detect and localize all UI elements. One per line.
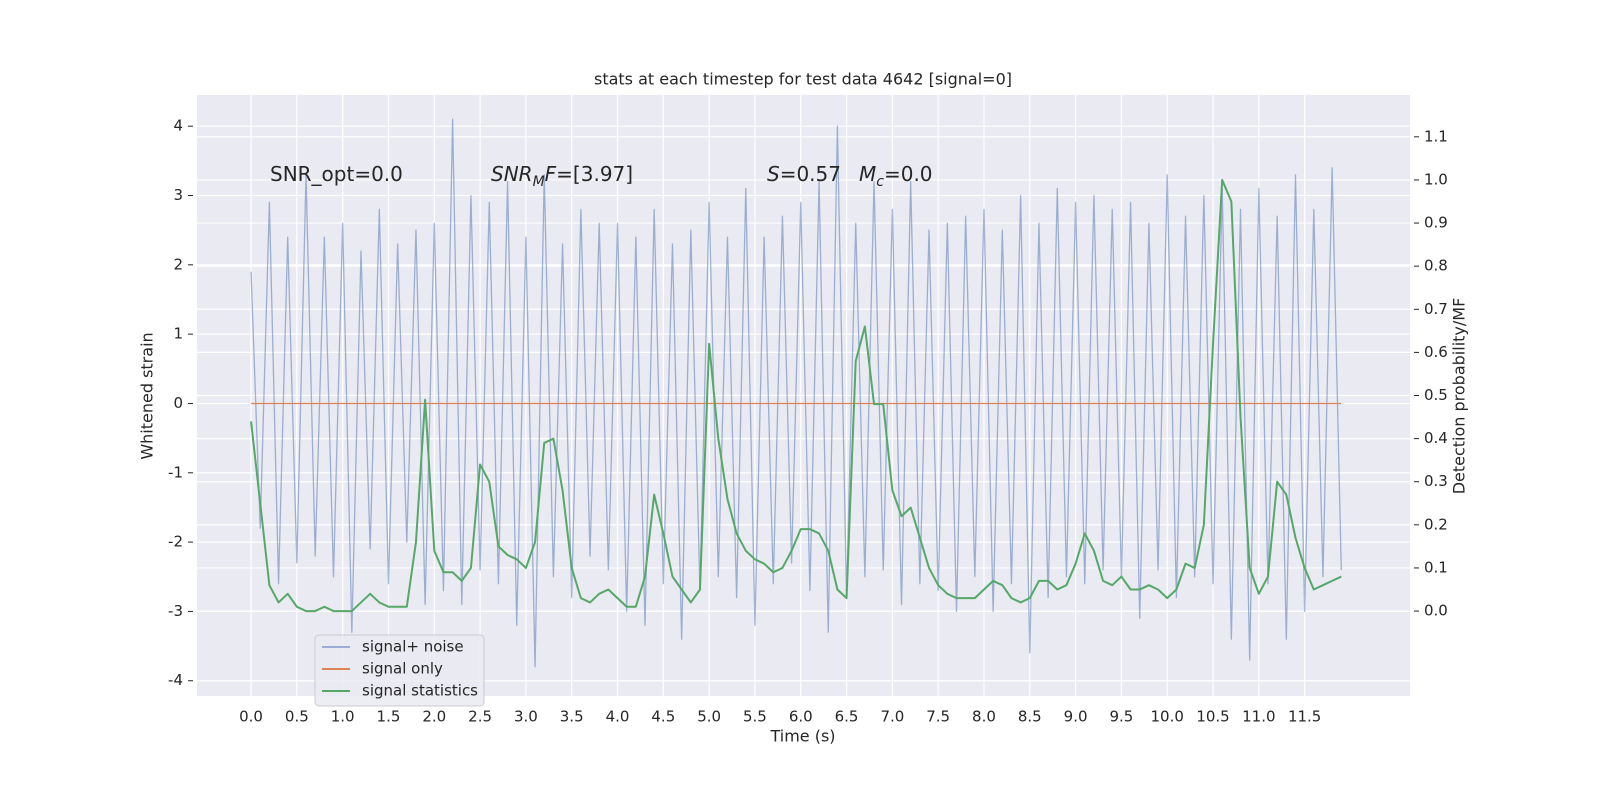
legend-label: signal+ noise	[362, 638, 464, 656]
x-tick-label: 9.5	[1109, 708, 1133, 726]
legend-label: signal statistics	[362, 682, 478, 700]
x-tick-label: 7.0	[880, 708, 904, 726]
x-tick-label: 5.0	[697, 708, 721, 726]
x-tick-label: 1.5	[377, 708, 401, 726]
annotation-part: c	[876, 174, 884, 190]
x-tick-label: 11.0	[1242, 708, 1275, 726]
y2-tick-label: 0.5	[1424, 386, 1448, 404]
x-tick-label: 4.5	[651, 708, 675, 726]
x-tick-label: 6.0	[789, 708, 813, 726]
y-tick-label: -4	[168, 671, 183, 689]
x-tick-label: 6.5	[835, 708, 859, 726]
annotation-part: SNR	[491, 162, 533, 186]
y2-tick-label: 0.7	[1424, 300, 1448, 318]
annotation: S=0.57	[767, 162, 841, 186]
annotation-part: =0.0	[884, 162, 933, 186]
y2-axis-label: Detection probability/MF	[1450, 298, 1469, 495]
legend: signal+ noise signal only signal statistic…	[314, 634, 485, 707]
x-tick-label: 2.5	[468, 708, 492, 726]
x-tick-label: 7.5	[926, 708, 950, 726]
y2-tick-label: 0.4	[1424, 429, 1448, 447]
y-tick-label: 0	[173, 394, 183, 412]
y2-tick-label: 0.3	[1424, 472, 1448, 490]
x-tick-label: 9.0	[1064, 708, 1088, 726]
y2-tick-label: 1.1	[1424, 127, 1448, 145]
x-tick-label: 1.0	[331, 708, 355, 726]
y2-tick-label: 0.6	[1424, 343, 1448, 361]
annotation-part: =0.57	[780, 162, 841, 186]
series-line	[250, 178, 1342, 613]
x-tick-label: 2.0	[422, 708, 446, 726]
x-tick-label: 3.5	[560, 708, 584, 726]
grid	[197, 95, 1410, 696]
x-axis-label: Time (s)	[769, 727, 835, 746]
y2-tick-label: 0.2	[1424, 515, 1448, 533]
x-tick-label: 3.0	[514, 708, 538, 726]
y2-tick-label: 1.0	[1424, 170, 1448, 188]
y-axis-label: Whitened strain	[138, 332, 157, 459]
x-tick-label: 10.5	[1196, 708, 1229, 726]
x-tick-label: 11.5	[1288, 708, 1321, 726]
y-tick-label: -1	[168, 463, 183, 481]
annotation-part: SNR_opt=0.0	[270, 162, 403, 186]
x-tick-label: 0.5	[285, 708, 309, 726]
legend-box	[314, 634, 485, 707]
y2-tick-label: 0.1	[1424, 558, 1448, 576]
x-tick-label: 10.0	[1151, 708, 1184, 726]
annotation: Mc=0.0	[859, 162, 933, 190]
annotation-part: =[3.97]	[556, 162, 633, 186]
annotation-part: M	[859, 162, 876, 186]
x-tick-label: 0.0	[239, 708, 263, 726]
y-tick-label: 4	[173, 117, 183, 135]
y2-tick-label: 0.8	[1424, 257, 1448, 275]
annotation-part: S	[767, 162, 780, 186]
y-tick-label: -2	[168, 533, 183, 551]
annotation: SNRMF=[3.97]	[491, 162, 633, 190]
x-tick-label: 4.0	[606, 708, 630, 726]
chart-title: stats at each timestep for test data 464…	[594, 70, 1012, 89]
legend-label: signal only	[362, 660, 443, 678]
x-tick-label: 8.5	[1018, 708, 1042, 726]
series-line	[250, 118, 1342, 668]
annotation-part: M	[533, 174, 545, 190]
annotation-part: F	[545, 162, 557, 186]
y-tick-label: 3	[173, 186, 183, 204]
y2-tick-label: 0.9	[1424, 214, 1448, 232]
y-tick-label: 2	[173, 255, 183, 273]
y-tick-label: 1	[173, 325, 183, 343]
y2-tick-label: 0.0	[1424, 602, 1448, 620]
annotation: SNR_opt=0.0	[270, 162, 403, 186]
x-tick-label: 5.5	[743, 708, 767, 726]
y-tick-label: -3	[168, 602, 183, 620]
x-tick-label: 8.0	[972, 708, 996, 726]
